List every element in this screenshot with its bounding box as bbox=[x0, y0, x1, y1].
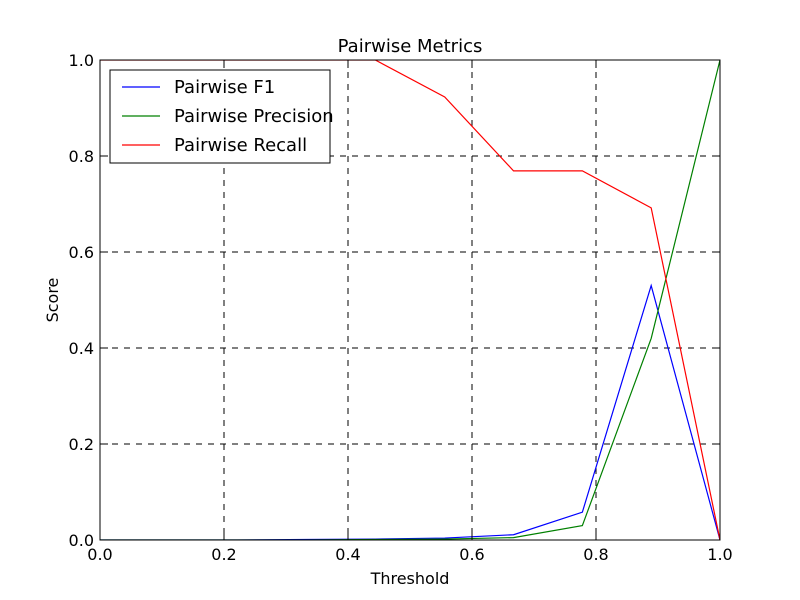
x-tick-label: 0.4 bbox=[335, 545, 360, 564]
y-tick-label: 0.6 bbox=[69, 243, 94, 262]
y-tick-label: 0.0 bbox=[69, 531, 94, 550]
x-tick-label: 0.8 bbox=[583, 545, 608, 564]
series-line-2 bbox=[100, 60, 720, 540]
x-tick-label: 0.6 bbox=[459, 545, 484, 564]
y-tick-label: 0.8 bbox=[69, 147, 94, 166]
legend: Pairwise F1 Pairwise Precision Pairwise Re… bbox=[109, 69, 334, 164]
y-axis-label: Score bbox=[43, 278, 62, 323]
legend-label: Pairwise Precision bbox=[174, 106, 334, 127]
chart-title: Pairwise Metrics bbox=[338, 36, 483, 57]
legend-label: Pairwise F1 bbox=[174, 77, 275, 98]
grid-lines bbox=[100, 60, 720, 540]
ticks: 0.0 0.2 0.4 0.6 0.8 1.0 0.0 0.2 0.4 0.6 0.8 1.0 bbox=[69, 51, 733, 564]
plot-frame bbox=[99, 59, 721, 541]
series-line-1 bbox=[100, 283, 720, 540]
y-tick-label: 0.2 bbox=[69, 435, 94, 454]
x-tick-label: 0.0 bbox=[87, 545, 112, 564]
legend-label: Pairwise Recall bbox=[174, 135, 307, 156]
y-tick-label: 0.4 bbox=[69, 339, 94, 358]
x-tick-label: 1.0 bbox=[707, 545, 732, 564]
x-tick-label: 0.2 bbox=[211, 545, 236, 564]
series-layer bbox=[100, 60, 720, 540]
y-tick-label: 1.0 bbox=[69, 51, 94, 70]
series-line-3 bbox=[100, 60, 720, 540]
x-axis-label: Threshold bbox=[370, 569, 450, 588]
